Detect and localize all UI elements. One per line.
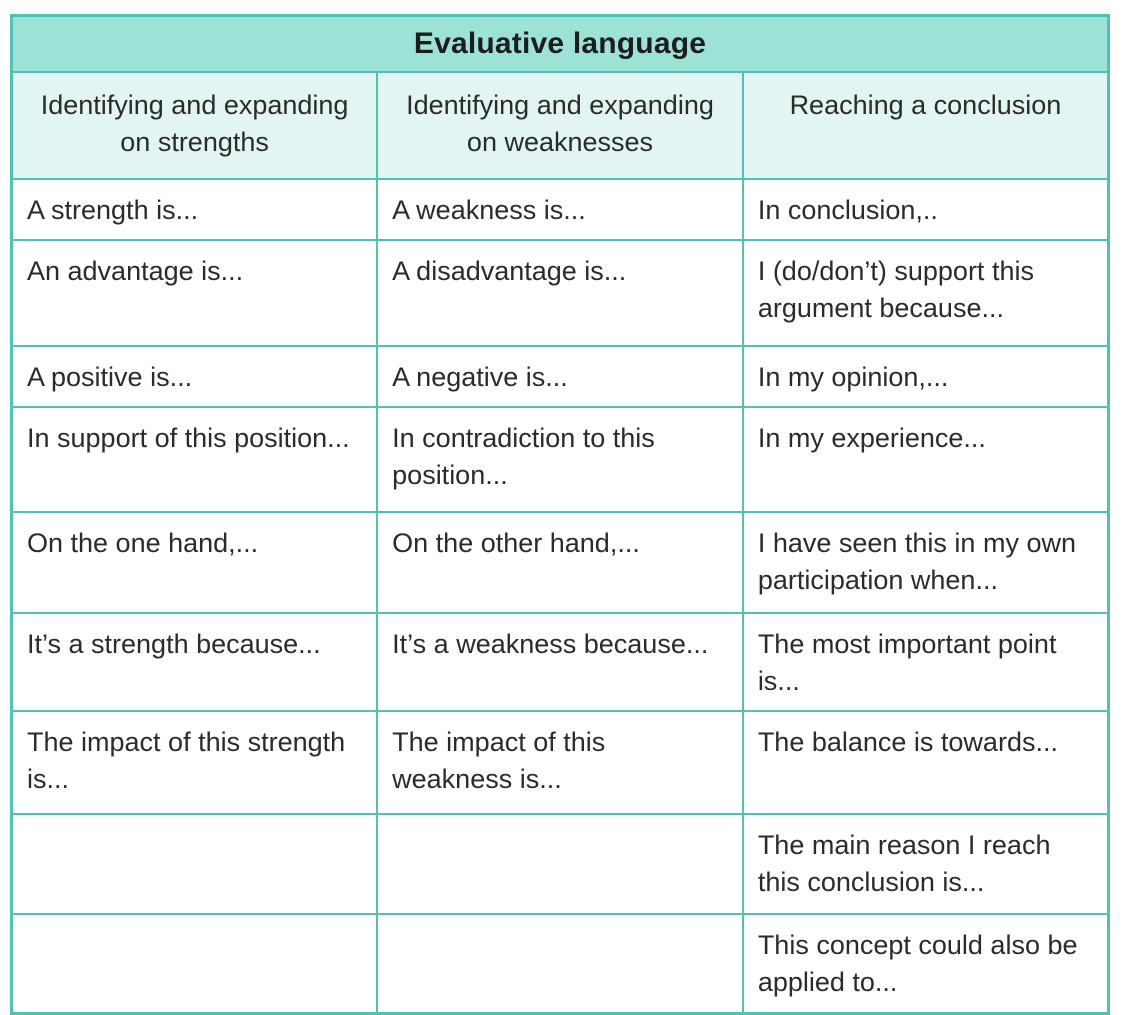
table-cell: A strength is...: [10, 177, 379, 241]
table-cell: It’s a weakness because...: [376, 611, 744, 712]
table-row: The main reason I reach this conclusion …: [10, 812, 1110, 915]
page: Evaluative language Identifying and expa…: [10, 14, 1110, 1015]
table-cell: The most important point is...: [741, 611, 1110, 712]
table-title: Evaluative language: [10, 14, 1110, 73]
table-cell: In support of this position...: [10, 405, 379, 513]
table-cell: On the other hand,...: [376, 510, 744, 614]
table-cell: I have seen this in my own participation…: [741, 510, 1110, 614]
table-row: This concept could also be applied to...: [10, 912, 1110, 1015]
table-cell-empty: [10, 912, 379, 1015]
table-cell: A positive is...: [10, 344, 379, 408]
table-column-header-row: Identifying and expanding on strengths I…: [10, 70, 1110, 180]
table-cell: A disadvantage is...: [376, 238, 744, 347]
table-row: The impact of this strength is... The im…: [10, 709, 1110, 815]
table-cell: In my opinion,...: [741, 344, 1110, 408]
table-cell: An advantage is...: [10, 238, 379, 347]
table-cell: The balance is towards...: [741, 709, 1110, 815]
table-cell: A negative is...: [376, 344, 744, 408]
table-row: In support of this position... In contra…: [10, 405, 1110, 513]
column-header-weaknesses: Identifying and expanding on weaknesses: [376, 70, 744, 180]
table-title-row: Evaluative language: [10, 14, 1110, 73]
evaluative-language-table: Evaluative language Identifying and expa…: [10, 14, 1110, 1015]
table-cell-empty: [376, 912, 744, 1015]
table-cell: A weakness is...: [376, 177, 744, 241]
table-row: An advantage is... A disadvantage is... …: [10, 238, 1110, 347]
table-row: On the one hand,... On the other hand,..…: [10, 510, 1110, 614]
column-header-conclusion: Reaching a conclusion: [741, 70, 1110, 180]
column-header-strengths: Identifying and expanding on strengths: [10, 70, 379, 180]
table-cell: In conclusion,..: [741, 177, 1110, 241]
table-row: It’s a strength because... It’s a weakne…: [10, 611, 1110, 712]
table-row: A strength is... A weakness is... In con…: [10, 177, 1110, 241]
table-cell-empty: [10, 812, 379, 915]
table-cell: In contradiction to this position...: [376, 405, 744, 513]
table-cell: I (do/don’t) support this argument becau…: [741, 238, 1110, 347]
table-cell: It’s a strength because...: [10, 611, 379, 712]
table-cell: The impact of this weakness is...: [376, 709, 744, 815]
table-cell: This concept could also be applied to...: [741, 912, 1110, 1015]
table-cell: In my experience...: [741, 405, 1110, 513]
table-cell: On the one hand,...: [10, 510, 379, 614]
table-cell: The impact of this strength is...: [10, 709, 379, 815]
table-row: A positive is... A negative is... In my …: [10, 344, 1110, 408]
table-cell: The main reason I reach this conclusion …: [741, 812, 1110, 915]
table-cell-empty: [376, 812, 744, 915]
